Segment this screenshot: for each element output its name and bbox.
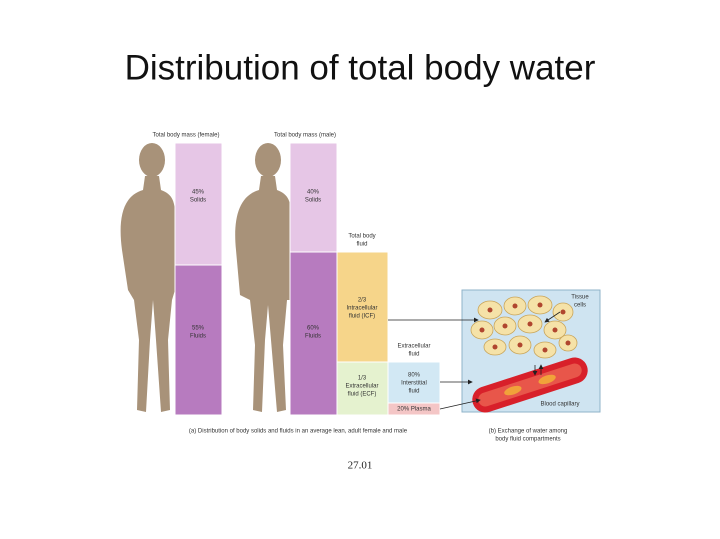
label: 40% [307,190,320,196]
arrows [388,311,561,410]
label: fluid [356,242,367,248]
label: 55% [192,326,205,332]
female-header: Total body mass (female) [152,133,219,139]
label: fluid (ECF) [348,392,377,398]
label: Tissue [571,295,589,301]
male-silhouette [235,143,292,412]
slide-number: 27.01 [348,460,373,472]
label: 1/3 [358,376,367,382]
label: Extracellular [345,384,378,390]
label: cells [574,303,586,309]
label: Fluids [305,334,321,340]
nuclei [479,302,571,353]
icf [336,251,389,363]
label: 2/3 [358,298,367,304]
label: Interstitial [401,381,427,387]
label: fluid [408,352,419,358]
label: Extracellular [397,344,430,350]
male-fluids [289,251,338,416]
caption: body fluid compartments [495,437,560,443]
capillary [472,357,588,413]
female-fluids [174,264,223,416]
label: Total body [348,234,375,240]
label: Solids [305,198,321,204]
label: Blood capillary [540,402,579,408]
female-silhouette [120,143,176,412]
caption: (a) Distribution of body solids and flui… [189,429,408,435]
label: fluid [408,389,419,395]
label: Solids [190,198,206,204]
label: 80% [408,373,421,379]
male-header: Total body mass (male) [274,133,336,139]
caption: (b) Exchange of water among [489,429,568,435]
female-solids [174,142,223,266]
tissue-cells [470,295,578,359]
label: 20% Plasma [397,407,431,413]
label: fluid (ICF) [349,314,375,320]
label: Intracellular [346,306,377,312]
label: 60% [307,326,320,332]
label: Fluids [190,334,206,340]
slide-title: Distribution of total body water [125,48,596,87]
label: 45% [192,190,205,196]
male-solids [289,142,338,253]
